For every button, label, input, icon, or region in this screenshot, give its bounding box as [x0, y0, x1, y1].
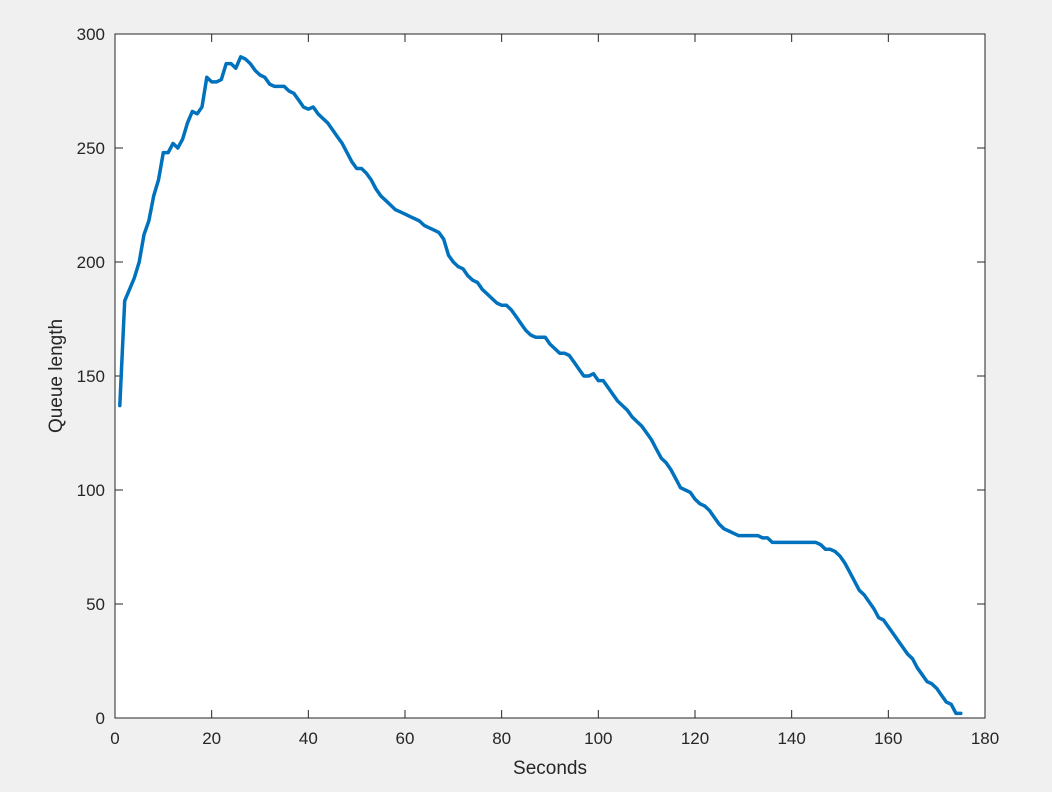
x-tick-label: 20	[202, 729, 221, 748]
y-tick-label: 200	[77, 253, 105, 272]
x-tick-label: 0	[110, 729, 119, 748]
y-tick-label: 300	[77, 25, 105, 44]
y-tick-label: 50	[86, 595, 105, 614]
x-tick-label: 120	[681, 729, 709, 748]
y-tick-label: 100	[77, 481, 105, 500]
x-tick-label: 140	[777, 729, 805, 748]
x-tick-label: 40	[299, 729, 318, 748]
ticks-group	[114, 33, 986, 719]
queue-length-series-line	[118, 55, 963, 716]
x-tick-label: 60	[396, 729, 415, 748]
y-tick-label: 250	[77, 139, 105, 158]
x-tick-label: 180	[971, 729, 999, 748]
tick-labels-group: 0 20 40 60 80 100 120 140 160 180 0 50 100 150 200 250 3…	[77, 25, 1000, 748]
x-tick-label: 100	[584, 729, 612, 748]
y-tick-label: 150	[77, 367, 105, 386]
x-tick-label: 80	[492, 729, 511, 748]
x-tick-label: 160	[874, 729, 902, 748]
y-tick-label: 0	[96, 709, 105, 728]
x-axis-label: Seconds	[513, 758, 587, 779]
y-axis-label: Queue length	[46, 319, 67, 433]
plot-area	[114, 33, 986, 719]
